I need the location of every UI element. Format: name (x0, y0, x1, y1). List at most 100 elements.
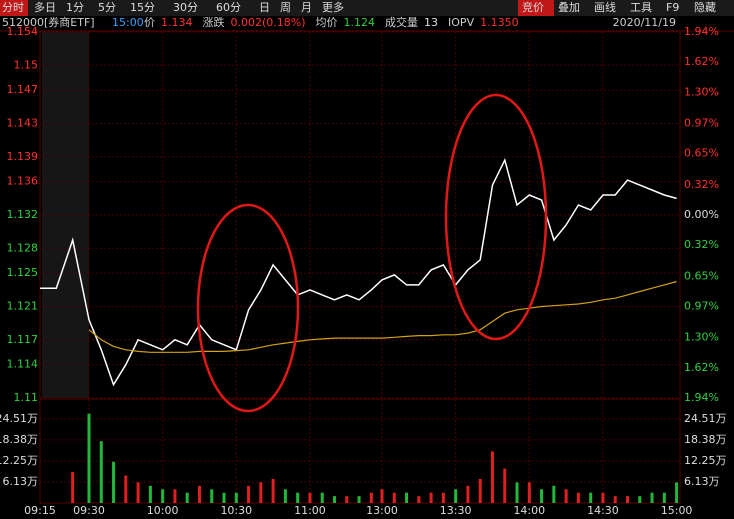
tab[interactable]: 30分 (173, 1, 198, 14)
volume-bar (197, 485, 201, 503)
volume-bar (478, 478, 482, 503)
volume-bar (99, 441, 103, 503)
info-label: IOPV (448, 16, 475, 29)
volume-bar (234, 492, 238, 503)
y2-tick-label: 1.62% (684, 55, 719, 68)
volume-bar (259, 482, 263, 503)
y-tick-label: 1.143 (7, 117, 39, 130)
info-label: 价 (144, 16, 155, 29)
x-tick-label: 11:00 (294, 504, 326, 517)
volume-tick-label: 6.13万 (684, 475, 720, 488)
volume-bar (417, 496, 421, 503)
volume-bar (333, 496, 336, 503)
x-tick-label: 13:30 (440, 504, 472, 517)
volume-bar (650, 492, 654, 503)
volume-bar (515, 482, 519, 503)
info-label: 涨跌 (203, 15, 225, 29)
volume-bar (675, 482, 679, 503)
volume-bar (222, 492, 226, 503)
volume-tick-label: 6.13万 (3, 475, 39, 488)
volume-bar (173, 489, 177, 503)
volume-bar (613, 496, 617, 503)
volume-bar (87, 413, 91, 503)
series-line (88, 280, 677, 353)
x-tick-label: 14:00 (513, 504, 545, 517)
volume-bar (161, 489, 165, 503)
date: 2020/11/19 (613, 16, 676, 29)
volume-tick-label: 24.51万 (684, 412, 727, 425)
volume-bar (320, 492, 324, 503)
y-tick-label: 1.11 (14, 391, 39, 404)
x-tick-label: 13:00 (366, 504, 398, 517)
tab[interactable]: 周 (280, 1, 291, 14)
tab[interactable]: 1分 (66, 1, 84, 14)
volume-bar (148, 485, 152, 503)
volume-bar (564, 489, 568, 503)
volume-bar (392, 492, 396, 503)
time: 15:00 (112, 16, 144, 29)
volume-bar (283, 489, 287, 503)
y-tick-label: 1.132 (7, 208, 39, 221)
tab[interactable]: 60分 (216, 1, 241, 14)
volume-bar (552, 485, 556, 503)
volume-bar (466, 485, 470, 503)
y-tick-label: 1.121 (7, 300, 39, 313)
volume-bar (271, 478, 275, 503)
y2-tick-label: 1.30% (684, 85, 719, 98)
tab[interactable]: 更多 (322, 0, 344, 14)
active-tab-bg (518, 0, 554, 16)
volume-bar (112, 461, 116, 503)
volume-bar (136, 482, 140, 503)
volume-tick-label: 24.51万 (0, 412, 38, 425)
info-label: 成交量 (385, 15, 418, 29)
y2-tick-label: 1.94% (684, 391, 719, 404)
volume-bar (441, 492, 445, 503)
volume-tick-label: 12.25万 (684, 454, 727, 467)
volume-tick-label: 18.38万 (0, 433, 38, 446)
tab[interactable]: 工具 (630, 1, 652, 14)
volume-bar (589, 492, 593, 503)
volume-bar (369, 492, 373, 503)
info-value: 1.134 (161, 16, 193, 29)
tab[interactable]: 分时 (2, 1, 24, 14)
tab[interactable]: 竞价 (522, 0, 544, 14)
tab[interactable]: 多日 (34, 0, 56, 14)
volume-bar (527, 482, 531, 503)
x-tick-label: 15:00 (661, 504, 693, 517)
info-value: 0.002(0.18%) (231, 16, 306, 29)
volume-bar (296, 492, 300, 503)
volume-bar (540, 489, 544, 503)
tab[interactable]: 月 (301, 1, 312, 14)
active-tab-bg (0, 0, 28, 16)
series-line (40, 157, 677, 387)
y2-tick-label: 0.32% (684, 238, 719, 251)
y2-tick-label: 1.30% (684, 331, 719, 344)
tab[interactable]: 5分 (98, 1, 116, 14)
y2-tick-label: 1.62% (684, 361, 719, 374)
volume-bar (380, 489, 384, 503)
tab[interactable]: 15分 (130, 1, 155, 14)
marks: 1.154 1.15 1.147 1.143 1.139 1.136 1.132 1.128 1… (0, 25, 727, 517)
tab[interactable]: 叠加 (558, 1, 580, 14)
tab[interactable]: 画线 (594, 0, 616, 14)
x-tick-label: 10:30 (220, 504, 252, 517)
y2-tick-label: 0.65% (684, 269, 719, 282)
volume-bar (345, 496, 349, 503)
tab[interactable]: 隐藏 (694, 1, 716, 14)
tab[interactable]: 日 (259, 1, 270, 14)
x-tick-label: 14:30 (587, 504, 619, 517)
volume-bar (576, 492, 580, 503)
x-tick-label: 10:00 (147, 504, 179, 517)
tab[interactable]: F9 (666, 1, 679, 14)
volume-bar (210, 489, 214, 503)
volume-bar (185, 492, 189, 503)
volume-tick-label: 18.38万 (684, 433, 727, 446)
volume-bar (124, 475, 128, 503)
volume-bar (357, 496, 361, 503)
volume-bar (429, 492, 433, 503)
highlight-circle (196, 203, 300, 413)
y-tick-label: 1.114 (7, 358, 39, 371)
volume-bar (601, 492, 605, 503)
